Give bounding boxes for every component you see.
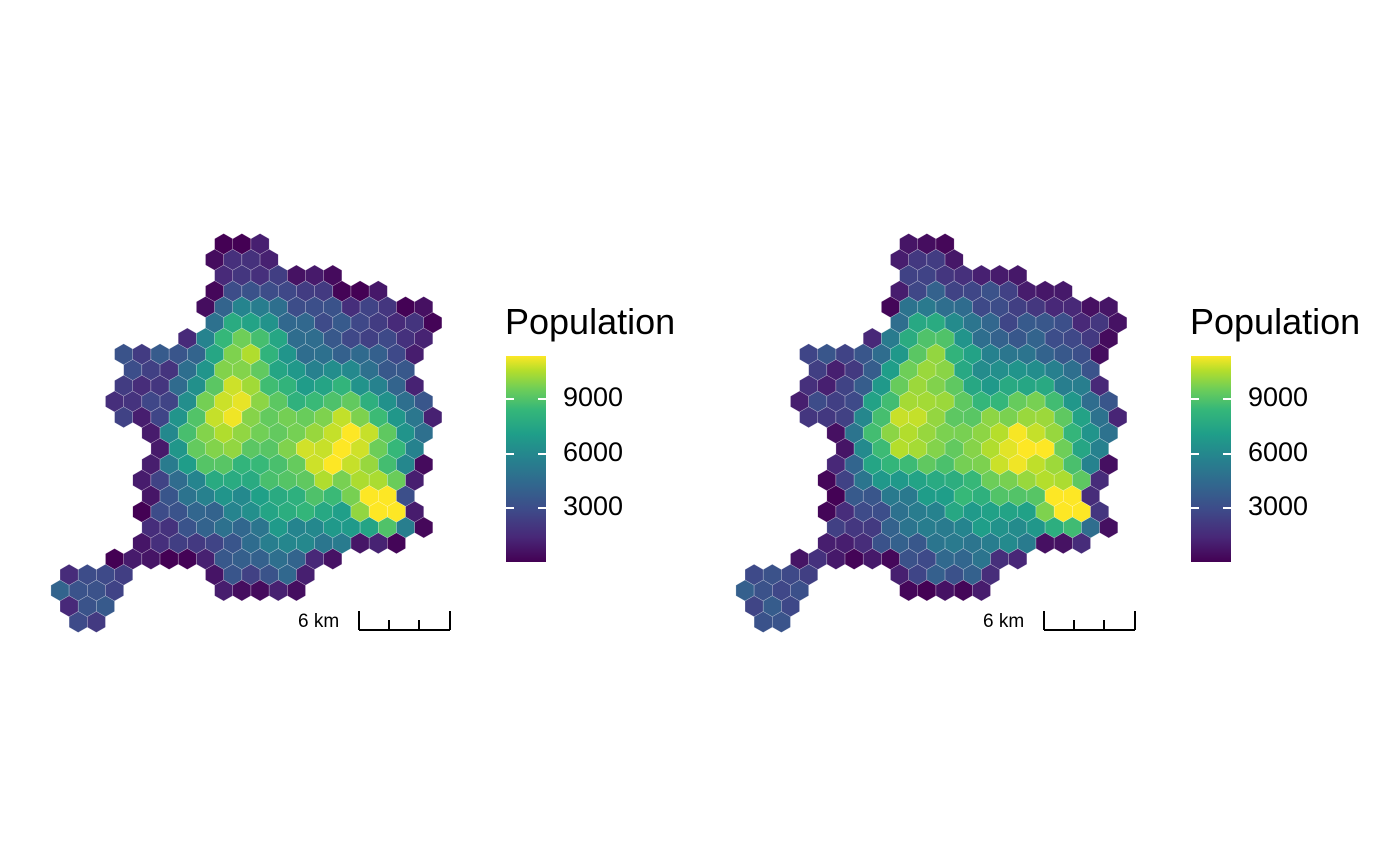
colorbar-tick	[1191, 453, 1199, 455]
colorbar	[506, 356, 546, 562]
colorbar	[1191, 356, 1231, 562]
legend-label: 9000	[563, 382, 624, 412]
colorbar-tick	[1191, 398, 1199, 400]
hex-cell	[1099, 516, 1118, 539]
scale-bar-2	[1043, 611, 1136, 631]
map-panel-2: 6 km Population 9000 6000 3000	[685, 0, 1385, 865]
hex-cell	[287, 579, 306, 602]
colorbar-tick	[538, 398, 546, 400]
colorbar-tick	[538, 507, 546, 509]
colorbar-tick	[506, 453, 514, 455]
colorbar-tick	[1191, 507, 1199, 509]
colorbar-tick	[1223, 453, 1231, 455]
map-panel-1: 6 km Population 9000 6000 3000	[50, 233, 676, 633]
legend-label: 6000	[1248, 437, 1309, 467]
colorbar-tick	[1223, 398, 1231, 400]
hex-map-1	[50, 233, 451, 633]
hex-cell	[323, 548, 343, 570]
hex-map-2	[735, 233, 1136, 633]
legend-label: 6000	[563, 437, 624, 467]
colorbar-tick	[506, 507, 514, 509]
hex-cell	[414, 516, 433, 539]
colorbar-tick	[506, 398, 514, 400]
scale-bar-label: 6 km	[298, 611, 340, 632]
hex-cell	[87, 611, 106, 633]
colorbar-tick	[538, 453, 546, 455]
hex-cell	[387, 532, 406, 554]
hex-cell	[1072, 532, 1091, 554]
legend-label: 3000	[563, 491, 624, 521]
scale-bar-1	[358, 611, 451, 631]
legend-title: Population	[1190, 301, 1361, 342]
hex-cell	[1008, 548, 1028, 570]
colorbar-tick	[1223, 507, 1231, 509]
hex-cell	[772, 611, 791, 633]
legend-title: Population	[505, 301, 676, 342]
hex-cell	[972, 579, 991, 602]
scale-bar-label: 6 km	[983, 611, 1025, 632]
legend-label: 3000	[1248, 491, 1309, 521]
legend-label: 9000	[1248, 382, 1309, 412]
